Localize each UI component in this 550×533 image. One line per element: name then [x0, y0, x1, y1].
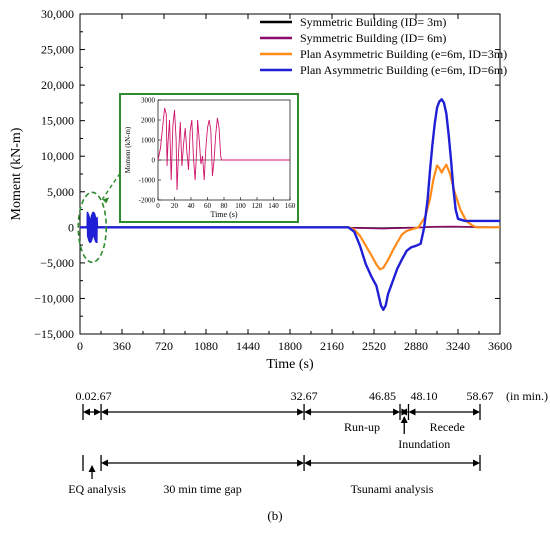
x-tick-label: 2520 — [362, 339, 386, 353]
figure-caption: (b) — [267, 508, 282, 523]
inset-connector — [101, 172, 121, 200]
phase-recede: Recede — [430, 420, 465, 434]
highlight-ellipse — [77, 191, 108, 264]
bottom-phase-gap: 30 min time gap — [163, 482, 241, 496]
timeline-tick-label: 2.67 — [91, 389, 112, 403]
timeline-segment-head-left — [101, 408, 109, 416]
x-axis-label: Time (s) — [266, 357, 314, 372]
x-tick-label: 1440 — [236, 339, 260, 353]
timeline-tick-label: 46.85 — [369, 389, 396, 403]
timeline-tick-label: 32.67 — [291, 389, 318, 403]
inset-x-tick-label: 0 — [156, 202, 160, 210]
bottom-phase-eq: EQ analysis — [68, 482, 126, 496]
inset-connector-arrowhead — [102, 197, 110, 204]
phase-inundation: Inundation — [398, 437, 450, 451]
y-tick-label: −15,000 — [34, 327, 74, 341]
inset-x-tick-label: 40 — [188, 202, 196, 210]
timeline-diagram: (in min.) 0.0 2.67 32.67 46.85 48.10 58.67 Run-… — [68, 389, 548, 496]
y-tick-label: 30,000 — [41, 7, 74, 21]
inset-series-line — [157, 107, 290, 191]
timeline-segment-head-left — [83, 408, 90, 416]
timeline-segment-head-right — [473, 408, 480, 416]
inset-x-tick-label: 60 — [204, 202, 212, 210]
x-tick-label: 2880 — [404, 339, 428, 353]
x-tick-label: 360 — [113, 339, 131, 353]
inset-y-tick-label: 3000 — [141, 97, 156, 105]
inset-x-tick-label: 160 — [285, 202, 296, 210]
timeline-segment-head-right — [297, 408, 305, 416]
timeline-segment-head-left — [304, 408, 312, 416]
timeline-bottom-segment-head-right — [473, 459, 480, 467]
timeline-unit-label: (in min.) — [506, 389, 548, 403]
x-tick-label: 1800 — [278, 339, 302, 353]
inset-chart: 0 20 40 60 80 100 120 140 160 -2000 -1000 0 1000 2000… — [101, 93, 299, 223]
x-tick-label: 3600 — [488, 339, 512, 353]
x-tick-label: 3240 — [446, 339, 470, 353]
inset-y-tick-label: -2000 — [139, 197, 156, 205]
inset-y-tick-label: 0 — [152, 157, 156, 165]
legend-label-3: Plan Asymmetric Building (e=6m, ID=3m) — [300, 47, 507, 61]
y-tick-label: 15,000 — [41, 114, 74, 128]
legend-label-4: Plan Asymmetric Building (e=6m, ID=6m) — [300, 63, 507, 77]
y-tick-label: −10,000 — [34, 291, 74, 305]
series-line-4 — [80, 98, 500, 312]
y-tick-label: 20,000 — [41, 78, 74, 92]
inset-y-tick-label: 2000 — [141, 117, 156, 125]
inset-y-axis-label: Moment (kN-m) — [124, 126, 132, 173]
y-tick-label: −5,000 — [40, 256, 74, 270]
y-tick-label: 0 — [68, 220, 74, 234]
timeline-tick-label: 48.10 — [410, 389, 437, 403]
timeline-bottom-segment-head-left — [304, 459, 312, 467]
x-tick-label: 0 — [77, 339, 83, 353]
inset-x-tick-label: 100 — [235, 202, 246, 210]
inset-x-tick-label: 140 — [268, 202, 279, 210]
timeline-segment-head-left — [408, 408, 416, 416]
inset-border — [119, 93, 299, 223]
bottom-phase-tsunami: Tsunami analysis — [351, 482, 434, 496]
legend-label-1: Symmetric Building (ID= 3m) — [300, 15, 446, 29]
moment-time-chart: 0 360 720 1080 1440 1800 2160 2520 2880 3240 3600 −… — [9, 7, 512, 372]
timeline-segment-head-right — [94, 408, 102, 416]
phase-run-up: Run-up — [344, 420, 380, 434]
timeline-tick-label: 0.0 — [76, 389, 91, 403]
x-tick-label: 2160 — [320, 339, 344, 353]
inset-x-tick-label: 120 — [252, 202, 263, 210]
eq-burst-line — [86, 211, 99, 243]
inundation-pointer-head — [400, 416, 408, 423]
x-tick-label: 720 — [155, 339, 173, 353]
timeline-bottom-segment-head-left — [101, 459, 109, 467]
timeline-tick-label: 58.67 — [467, 389, 494, 403]
timeline-bottom-segment-head-right — [297, 459, 305, 467]
x-tick-label: 1080 — [194, 339, 218, 353]
y-tick-label: 5,000 — [47, 185, 74, 199]
legend-label-2: Symmetric Building (ID= 6m) — [300, 31, 446, 45]
eq-pointer-head — [88, 465, 96, 472]
inset-y-tick-label: 1000 — [141, 137, 156, 145]
y-axis-label: Moment (kN-m) — [9, 127, 24, 220]
inset-x-tick-label: 20 — [171, 202, 179, 210]
inset-y-tick-label: -1000 — [139, 177, 156, 185]
y-tick-label: 10,000 — [41, 149, 74, 163]
inset-x-tick-label: 80 — [221, 202, 229, 210]
timeline-segment-head-right — [393, 408, 401, 416]
inset-x-axis-label: Time (s) — [210, 210, 237, 219]
timeline-segment-head-right — [401, 408, 409, 416]
y-tick-label: 25,000 — [41, 43, 74, 57]
